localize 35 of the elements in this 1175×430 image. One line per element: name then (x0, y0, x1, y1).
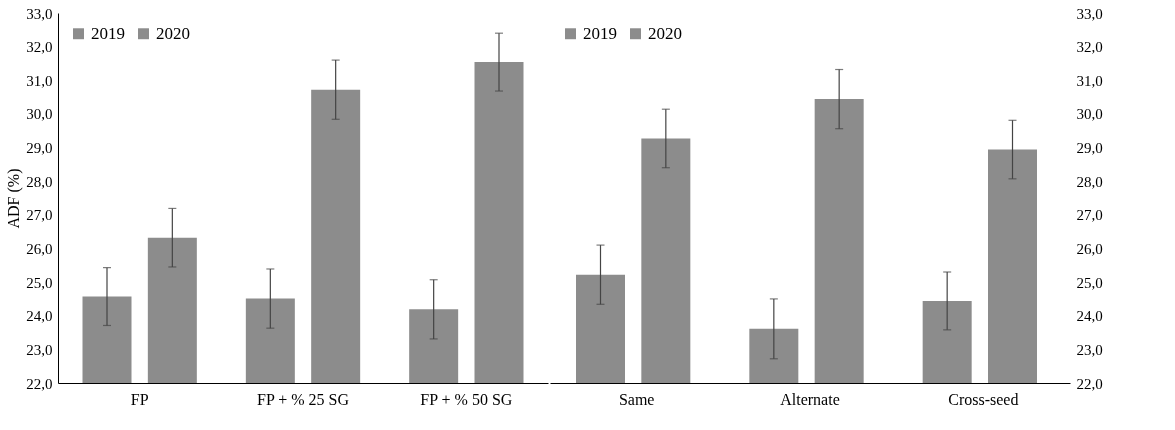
x-tick-label: Same (618, 390, 655, 408)
legend-label: 2019 (91, 23, 125, 43)
y-tick-label: 33,0 (26, 5, 53, 22)
y2-tick-label: 32,0 (1076, 39, 1103, 56)
legend-label: 2019 (583, 23, 617, 43)
y-tick-label: 27,0 (26, 207, 53, 224)
y-tick-label: 25,0 (26, 274, 53, 291)
y2-tick-label: 23,0 (1076, 341, 1103, 358)
y-tick-label: 32,0 (26, 39, 53, 56)
y2-tick-label: 25,0 (1076, 274, 1103, 291)
y2-tick-label: 29,0 (1076, 140, 1103, 157)
y-tick-label: 30,0 (26, 106, 53, 123)
y-axis-title: ADF (%) (5, 168, 24, 229)
legend-label: 2020 (648, 23, 682, 43)
y2-tick-label: 33,0 (1076, 5, 1103, 22)
legend-label: 2020 (156, 23, 190, 43)
y-tick-label: 29,0 (26, 140, 53, 157)
y2-tick-label: 30,0 (1076, 106, 1103, 123)
y-tick-label: 24,0 (26, 308, 53, 325)
x-tick-label: Alternate (780, 390, 840, 408)
y2-tick-label: 27,0 (1076, 207, 1103, 224)
y2-tick-label: 31,0 (1076, 72, 1103, 89)
x-tick-label: FP (130, 390, 149, 408)
y2-tick-label: 28,0 (1076, 173, 1103, 190)
y2-tick-label: 26,0 (1076, 240, 1103, 257)
y-tick-label: 23,0 (26, 341, 53, 358)
x-tick-label: FP + % 50 SG (420, 390, 513, 408)
y2-tick-label: 22,0 (1076, 375, 1103, 392)
y2-tick-label: 24,0 (1076, 308, 1103, 325)
y-tick-label: 31,0 (26, 72, 53, 89)
y-tick-label: 28,0 (26, 173, 53, 190)
y-tick-label: 26,0 (26, 240, 53, 257)
x-tick-label: Cross-seed (948, 390, 1019, 408)
y-tick-label: 22,0 (26, 375, 53, 392)
x-tick-label: FP + % 25 SG (256, 390, 350, 408)
